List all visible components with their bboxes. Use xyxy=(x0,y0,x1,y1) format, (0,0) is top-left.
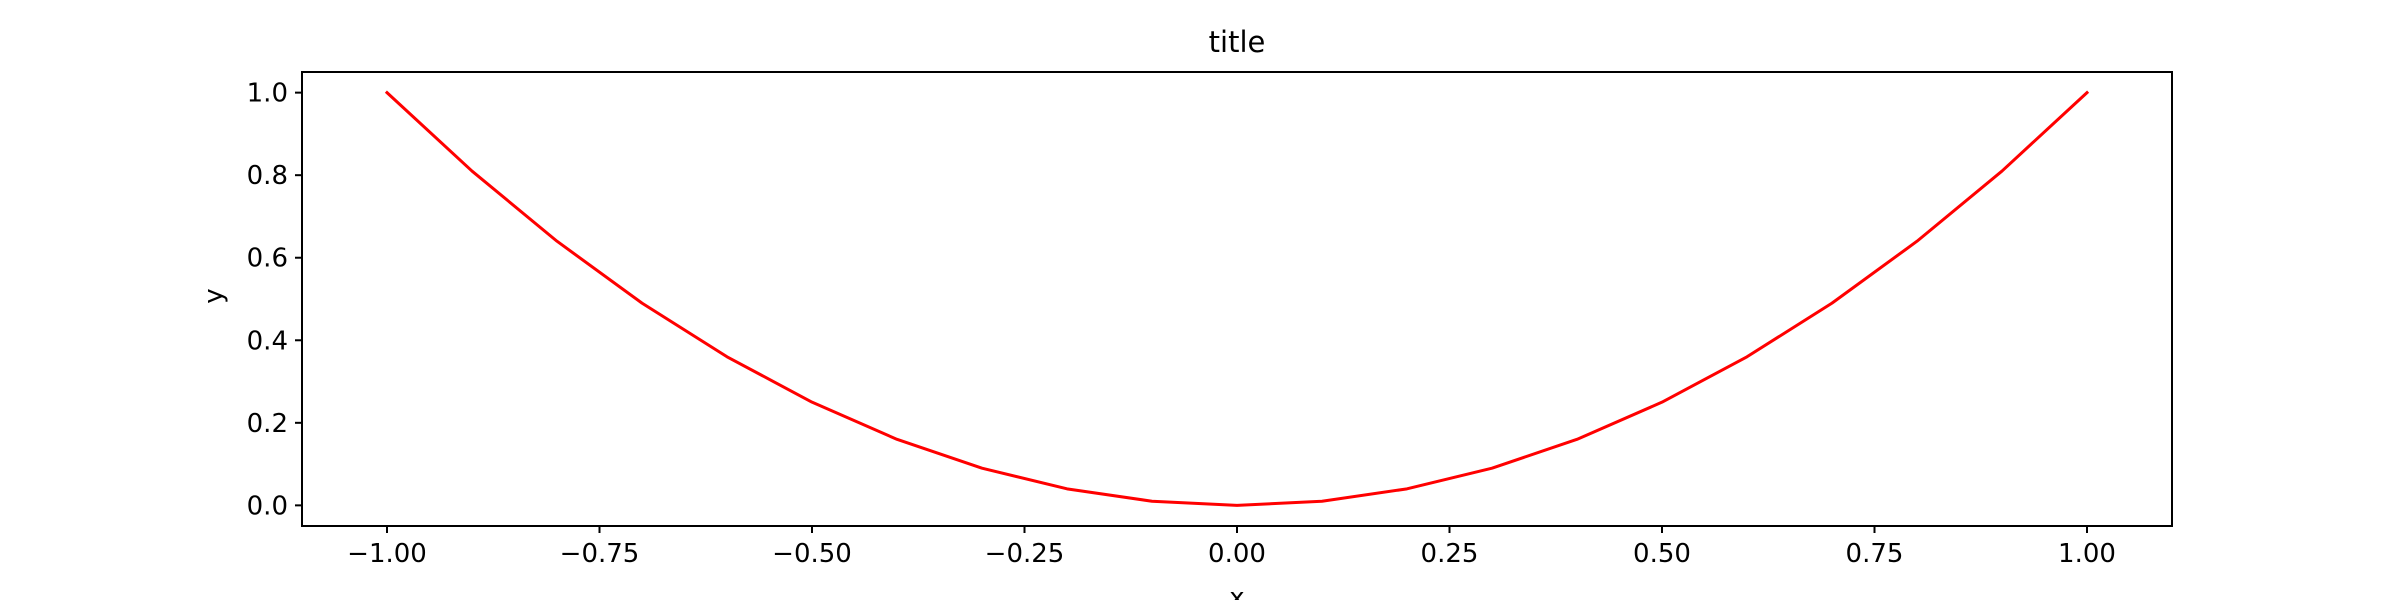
x-tick-label: 0.75 xyxy=(1846,539,1904,569)
x-tick-label: −0.75 xyxy=(560,539,640,569)
x-tick-label: −1.00 xyxy=(347,539,427,569)
x-axis-label: x xyxy=(1229,583,1244,600)
axes: −1.00 −0.75 −0.50 −0.25 0.00 0.25 0.50 0.75 1.00… xyxy=(247,71,2173,569)
x-tick-label: 1.00 xyxy=(2058,539,2116,569)
series-line-0 xyxy=(384,90,2090,507)
x-tick-label: −0.50 xyxy=(772,539,852,569)
x-tick-label: 0.50 xyxy=(1633,539,1691,569)
y-tick-label: 0.0 xyxy=(247,491,288,521)
y-tick-label: 0.4 xyxy=(247,326,288,356)
y-tick-label: 0.8 xyxy=(247,161,288,191)
y-tick-label: 1.0 xyxy=(247,79,288,109)
chart-title: title xyxy=(1209,25,1266,59)
y-tick-label: 0.2 xyxy=(247,409,288,439)
y-axis-label: y xyxy=(199,288,229,303)
y-tick-label: 0.6 xyxy=(247,244,288,274)
x-tick-label: 0.00 xyxy=(1208,539,1266,569)
x-tick-label: 0.25 xyxy=(1421,539,1479,569)
x-tick-label: −0.25 xyxy=(985,539,1065,569)
plot-area xyxy=(384,90,2090,507)
